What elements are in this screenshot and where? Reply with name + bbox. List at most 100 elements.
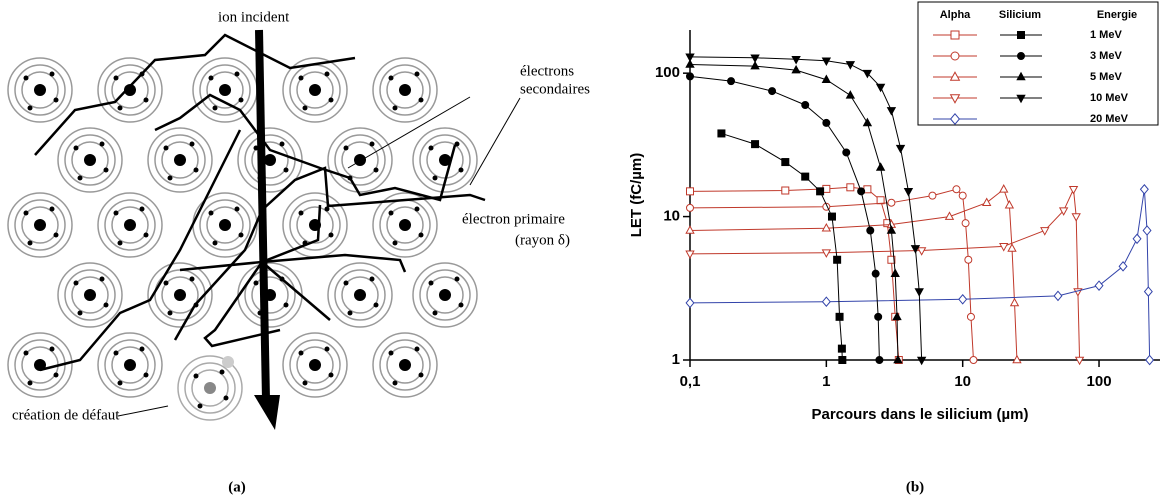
electron-path	[203, 261, 281, 348]
nucleus	[309, 359, 321, 371]
marker	[1143, 286, 1153, 297]
electron-path	[261, 261, 331, 321]
electron	[117, 240, 123, 246]
marker	[875, 83, 886, 93]
marker	[866, 226, 875, 235]
orbit	[104, 199, 156, 251]
marker	[982, 197, 992, 206]
electron-path	[39, 129, 242, 372]
electron	[117, 380, 123, 386]
legend-marker	[950, 30, 960, 40]
series-line	[689, 75, 880, 361]
orbit	[412, 262, 478, 328]
electron	[302, 105, 308, 111]
orbit	[282, 332, 348, 398]
marker	[685, 297, 695, 309]
y-tick-label: 10	[663, 208, 680, 225]
orbit	[97, 57, 163, 123]
orbit	[97, 332, 163, 398]
nucleus	[264, 154, 276, 166]
legend-header: Energie	[1097, 9, 1137, 21]
legend-label: 20 MeV	[1090, 113, 1129, 125]
electron	[189, 276, 195, 282]
electron	[23, 210, 29, 216]
orbit	[341, 276, 379, 314]
orbit	[379, 339, 431, 391]
orbit	[386, 206, 424, 244]
electron	[324, 71, 330, 77]
series-line	[689, 188, 1018, 361]
orbit	[251, 141, 289, 179]
defect-label: création de défaut	[12, 407, 120, 423]
electron	[343, 280, 349, 286]
y-tick-label: 1	[672, 351, 680, 368]
marker	[961, 219, 970, 228]
nucleus	[124, 219, 136, 231]
marker	[916, 356, 927, 366]
nucleus	[84, 154, 96, 166]
marker	[791, 64, 801, 74]
orbit	[426, 276, 464, 314]
marker	[685, 59, 695, 68]
marker	[750, 60, 760, 70]
marker	[964, 255, 973, 264]
marker	[1118, 260, 1128, 272]
orbit	[386, 71, 424, 109]
electron	[414, 206, 420, 212]
electron	[324, 206, 330, 212]
electron	[139, 346, 145, 352]
nucleus	[124, 359, 136, 371]
marker	[686, 203, 694, 212]
orbit	[111, 206, 149, 244]
marker	[958, 191, 967, 200]
orbit	[289, 199, 341, 251]
legend-marker	[1017, 31, 1025, 39]
secondary-label: électrons	[520, 63, 574, 79]
series-line	[689, 186, 900, 361]
marker	[887, 255, 896, 264]
marker	[1004, 199, 1015, 209]
marker	[833, 255, 842, 264]
nucleus	[174, 289, 186, 301]
nucleus	[399, 84, 411, 96]
orbit	[57, 262, 123, 328]
nucleus	[439, 289, 451, 301]
marker	[1007, 243, 1017, 252]
orbit	[161, 141, 199, 179]
orbit	[372, 57, 438, 123]
legend-marker	[949, 71, 961, 81]
legend-marker	[1016, 71, 1026, 81]
marker	[842, 148, 851, 157]
marker	[685, 225, 695, 234]
primary-label: électron primaire	[462, 211, 565, 227]
orbit	[7, 332, 73, 398]
legend-label: 5 MeV	[1090, 71, 1122, 83]
electron	[99, 276, 105, 282]
nucleus	[34, 219, 46, 231]
orbit	[161, 276, 199, 314]
electron	[298, 350, 304, 356]
marker	[791, 55, 801, 65]
marker	[1068, 185, 1079, 195]
orbit	[412, 127, 478, 193]
electron	[298, 210, 304, 216]
orbit	[282, 57, 348, 123]
electron	[193, 167, 199, 173]
electron	[238, 97, 244, 103]
electron	[27, 240, 33, 246]
marker	[903, 188, 914, 197]
electron	[414, 346, 420, 352]
orbit	[379, 64, 431, 116]
marker	[816, 187, 825, 196]
legend-marker	[950, 51, 960, 61]
orbit	[14, 64, 66, 116]
orbit	[334, 134, 386, 186]
electron	[49, 206, 55, 212]
electron	[139, 206, 145, 212]
marker	[768, 87, 777, 96]
electron	[388, 75, 394, 81]
orbit	[251, 276, 289, 314]
marker	[751, 140, 760, 149]
marker	[969, 356, 978, 364]
marker	[685, 250, 695, 260]
